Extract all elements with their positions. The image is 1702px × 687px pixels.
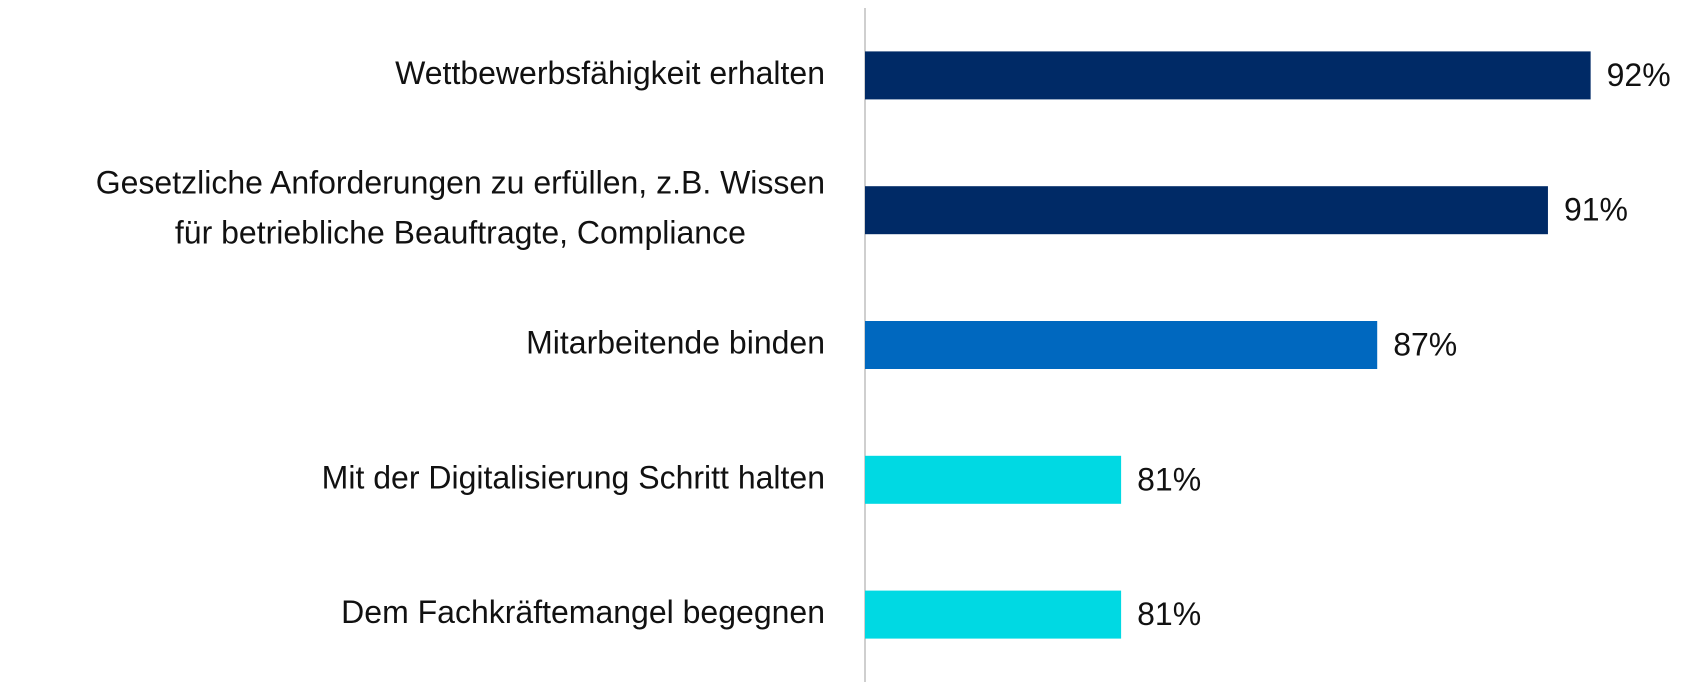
value-label: 91% [1564, 192, 1628, 228]
value-label: 92% [1607, 57, 1671, 93]
bar [865, 455, 1122, 504]
category-label: Dem Fachkräftemangel begegnen [341, 594, 825, 630]
category-label: für betriebliche Beauftragte, Compliance [175, 215, 746, 251]
value-label: 81% [1137, 596, 1201, 632]
bar [865, 51, 1591, 100]
bar [865, 590, 1122, 639]
value-label: 81% [1137, 461, 1201, 497]
category-label: Wettbewerbsfähigkeit erhalten [395, 55, 825, 91]
bar [865, 321, 1378, 369]
bar [865, 186, 1548, 235]
category-label: Mit der Digitalisierung Schritt halten [322, 459, 825, 495]
category-label: Mitarbeitende binden [526, 324, 825, 360]
value-label: 87% [1393, 326, 1457, 362]
category-label: Gesetzliche Anforderungen zu erfüllen, z… [96, 165, 825, 201]
